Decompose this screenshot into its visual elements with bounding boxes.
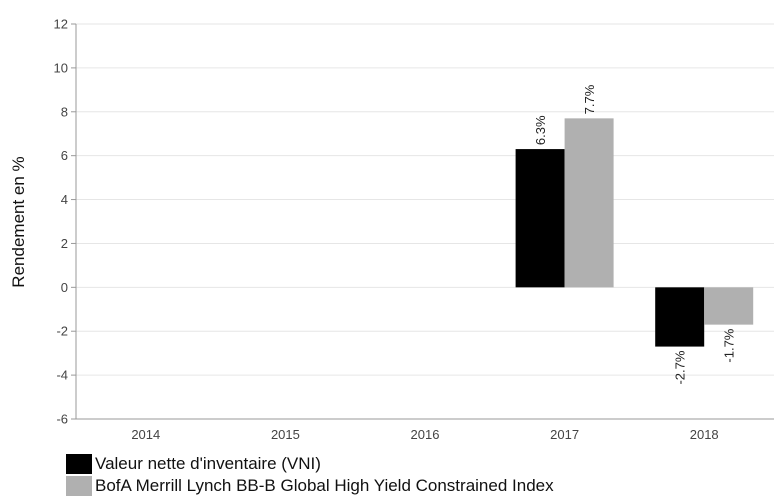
y-tick-label: 12 [54,17,68,32]
y-tick-label: -2 [56,324,68,339]
y-tick-label: 10 [54,60,68,75]
grid [76,23,774,376]
data-label: -1.7% [722,328,737,362]
x-tick-label: 2016 [411,427,440,442]
legend-swatch-index [66,476,92,496]
legend: Valeur nette d'inventaire (VNI) BofA Mer… [66,453,554,497]
y-tick-label: -6 [56,412,68,427]
legend-label-index: BofA Merrill Lynch BB-B Global High Yiel… [95,476,554,495]
bar-index-2018 [704,287,754,325]
x-tick-label: 2017 [550,427,579,442]
data-label: 6.3% [533,115,548,145]
y-tick-label: -4 [56,368,68,383]
y-tick-label: 8 [61,104,68,119]
x-tick-label: 2015 [271,427,300,442]
data-label: 7.7% [582,84,597,114]
bar-index-2017 [564,118,614,288]
y-axis-label: Rendement en % [9,156,28,287]
x-tick-label: 2018 [690,427,719,442]
chart: 12 10 8 6 4 2 0 -2 -4 -6 2014 2015 2016 2017 2018 6.3%… [9,17,774,442]
data-labels: 6.3% -2.7% 7.7% -1.7% [533,84,737,384]
legend-label-vni: Valeur nette d'inventaire (VNI) [95,454,321,473]
y-tick-label: 4 [61,192,68,207]
legend-swatch-vni [66,454,92,474]
legend-item-index: BofA Merrill Lynch BB-B Global High Yiel… [66,475,554,497]
y-tick-label: 6 [61,148,68,163]
bar-vni-2017 [515,149,565,288]
bar-vni-2018 [655,287,705,347]
x-tick-label: 2014 [131,427,160,442]
axes: 12 10 8 6 4 2 0 -2 -4 -6 2014 2015 2016 2017 2018 [54,17,774,442]
y-tick-label: 2 [61,236,68,251]
legend-item-vni: Valeur nette d'inventaire (VNI) [66,453,554,475]
y-tick-label: 0 [61,280,68,295]
data-label: -2.7% [673,350,688,384]
bars [515,118,754,347]
